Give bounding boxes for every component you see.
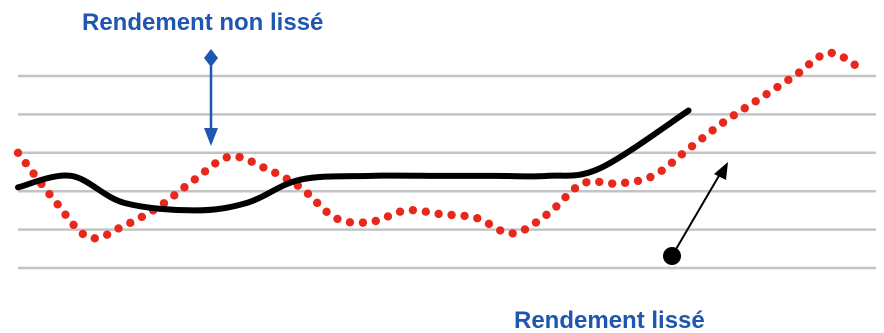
annotation-smoothed-return: Rendement lissé [514,307,705,333]
unsmoothed-dot [762,89,771,99]
unsmoothed-dot [271,168,280,177]
unsmoothed-dot [303,189,313,198]
unsmoothed-dot [496,226,505,235]
unsmoothed-dot [542,210,551,220]
series-unsmoothed-return [13,48,859,243]
unsmoothed-dot [322,207,331,217]
unsmoothed-dot [211,159,220,168]
unsmoothed-dot [740,104,749,113]
unsmoothed-dot [508,229,517,238]
unsmoothed-dot [421,207,430,216]
arrow-down-icon [204,49,218,146]
unsmoothed-dot [200,167,210,176]
unsmoothed-dot [460,211,469,221]
unsmoothed-dot [259,163,268,172]
unsmoothed-dot [620,178,630,187]
unsmoothed-dot [667,158,677,167]
arrow-pointer-icon [663,162,728,265]
unsmoothed-dot [751,97,760,106]
unsmoothed-dot [552,202,561,211]
unsmoothed-dot [784,75,793,85]
unsmoothed-dot [247,157,256,166]
unsmoothed-dot [371,216,380,226]
unsmoothed-dot [383,212,393,221]
unsmoothed-dot [358,218,368,227]
unsmoothed-dot [447,210,456,220]
unsmoothed-dot [190,175,200,184]
unsmoothed-dot [13,148,23,157]
unsmoothed-dot [170,191,179,200]
unsmoothed-dot [595,177,604,187]
unsmoothed-dot [222,153,231,162]
unsmoothed-dot [69,220,78,230]
unsmoothed-dot [395,207,405,216]
unsmoothed-dot [698,134,707,143]
unsmoothed-dot [773,82,782,92]
unsmoothed-dot [473,214,482,223]
unsmoothed-dot [78,229,88,239]
unsmoothed-dot [850,60,859,69]
series-smoothed-return [15,107,692,214]
annotation-unsmoothed-return: Rendement non lissé [82,9,323,36]
unsmoothed-dot [646,172,655,182]
unsmoothed-dot [235,152,244,162]
unsmoothed-dot [657,166,666,175]
unsmoothed-dot [570,184,580,193]
unsmoothed-dot [484,219,494,229]
unsmoothed-dot [90,234,99,243]
unsmoothed-dot [53,200,62,209]
unsmoothed-dot [531,218,541,227]
unsmoothed-dot [61,210,70,219]
unsmoothed-dot [45,189,54,199]
unsmoothed-dot [21,159,30,168]
unsmoothed-dot [794,68,804,77]
unsmoothed-dot [159,199,169,208]
unsmoothed-dot [708,126,717,135]
unsmoothed-dot [29,169,38,178]
unsmoothed-dot [126,218,135,228]
unsmoothed-dot [345,218,355,227]
unsmoothed-dot [633,176,643,186]
unsmoothed-dot [180,183,189,192]
unsmoothed-dot [839,53,849,62]
unsmoothed-dot [677,150,687,159]
unsmoothed-dot [520,225,530,234]
unsmoothed-dot [718,118,728,127]
unsmoothed-dot [827,48,836,58]
unsmoothed-dot [815,52,824,61]
unsmoothed-dot [729,111,738,120]
unsmoothed-dot [137,212,147,222]
unsmoothed-dot [434,209,443,219]
unsmoothed-dot [582,178,591,187]
unsmoothed-dot [408,205,418,215]
unsmoothed-dot [804,60,814,69]
unsmoothed-dot [312,198,322,208]
unsmoothed-dot [333,214,342,224]
unsmoothed-dot [687,142,697,151]
unsmoothed-dot [114,224,123,233]
unsmoothed-dot [102,230,112,239]
unsmoothed-dot [607,179,617,188]
gridlines [18,74,876,270]
unsmoothed-dot [561,193,570,202]
